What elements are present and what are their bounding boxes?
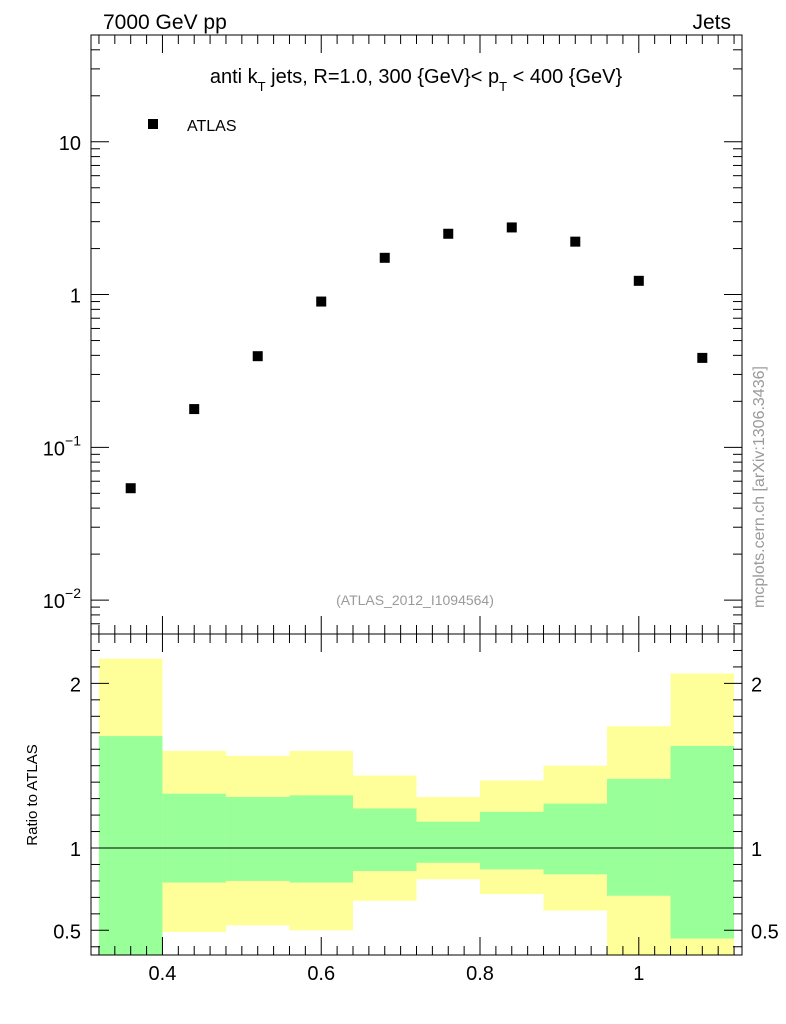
atlas-data-point: [570, 236, 581, 247]
ratio-y-tick-label-right: 2: [751, 674, 762, 696]
title-part-b: jets, R=1.0, 300 {GeV}< p: [266, 66, 500, 88]
atlas-data-point: [252, 351, 263, 362]
ratio-y-tick-label-right: 1: [751, 839, 762, 861]
ratio-band-green: [98, 736, 163, 955]
ratio-y-tick-label-left: 2: [70, 674, 81, 696]
main-y-tick-exponent: −1: [65, 432, 81, 448]
main-y-tick-base: 10: [59, 133, 81, 155]
legend-label: ATLAS: [187, 118, 237, 135]
ratio-x-tick-label: 1: [633, 963, 644, 985]
main-y-tick-label: 10−2: [43, 585, 81, 613]
atlas-data-point: [189, 404, 200, 415]
ratio-y-tick-label-left: 1: [70, 839, 81, 861]
legend-marker: [148, 119, 158, 129]
ratio-y-axis-label: Ratio to ATLAS: [24, 744, 41, 845]
atlas-data-point: [379, 252, 390, 263]
atlas-points: [125, 222, 708, 494]
ratio-band-green: [162, 793, 226, 883]
ratio-x-tick-label: 0.6: [307, 963, 335, 985]
main-y-tick-base: 10: [43, 591, 65, 613]
main-y-tick-base: 1: [70, 286, 81, 308]
atlas-data-point: [697, 352, 708, 363]
main-y-tick-exponent: −2: [65, 585, 81, 601]
atlas-data-point: [633, 275, 644, 286]
ratio-band-green: [225, 796, 290, 881]
ratio-x-ticks: 0.4 0.6 0.8 1: [98, 634, 735, 985]
title-part-c: < 400 {GeV}: [507, 66, 622, 88]
ratio-band-green: [352, 808, 417, 872]
side-label: mcplots.cern.ch [arXiv:1306.3436]: [751, 366, 768, 608]
main-y-tick-label: 10: [59, 133, 81, 155]
atlas-data-point: [125, 483, 136, 494]
main-x-ticks: [98, 35, 735, 634]
atlas-data-point: [443, 228, 454, 239]
ratio-x-tick-label: 0.4: [149, 963, 177, 985]
analysis-label: (ATLAS_2012_I1094564): [336, 592, 494, 608]
title-sub-b: T: [499, 79, 507, 94]
ratio-band-green: [607, 778, 671, 896]
title-part-a: anti k: [210, 66, 259, 88]
ratio-x-tick-label: 0.8: [466, 963, 494, 985]
title-sub-a: T: [258, 79, 266, 94]
atlas-data-point: [506, 222, 517, 233]
ratio-band-green: [670, 745, 735, 939]
ratio-y-ticks: 0.5 0.5 1 1 2 2: [53, 633, 779, 948]
ratio-band-green: [480, 811, 544, 870]
ratio-panel: 0.5 0.5 1 1 2 2 0.4 0.6 0.8 1 Ratio to ATLAS: [24, 633, 779, 985]
ratio-band-green: [543, 803, 608, 875]
ratio-band-green: [289, 795, 353, 883]
plot-title: anti kT jets, R=1.0, 300 {GeV}< pT < 400…: [210, 66, 623, 94]
header-right-label: Jets: [692, 11, 731, 34]
atlas-data-point: [316, 296, 327, 307]
main-y-tick-label: 10−1: [43, 432, 81, 460]
ratio-y-tick-label-right: 0.5: [751, 921, 779, 943]
ratio-y-tick-label-left: 0.5: [53, 921, 81, 943]
main-y-tick-label: 1: [70, 286, 81, 308]
header-left-label: 7000 GeV pp: [103, 11, 227, 34]
ratio-bands: [98, 658, 735, 955]
main-y-tick-base: 10: [43, 438, 65, 460]
ratio-band-green: [416, 821, 481, 863]
